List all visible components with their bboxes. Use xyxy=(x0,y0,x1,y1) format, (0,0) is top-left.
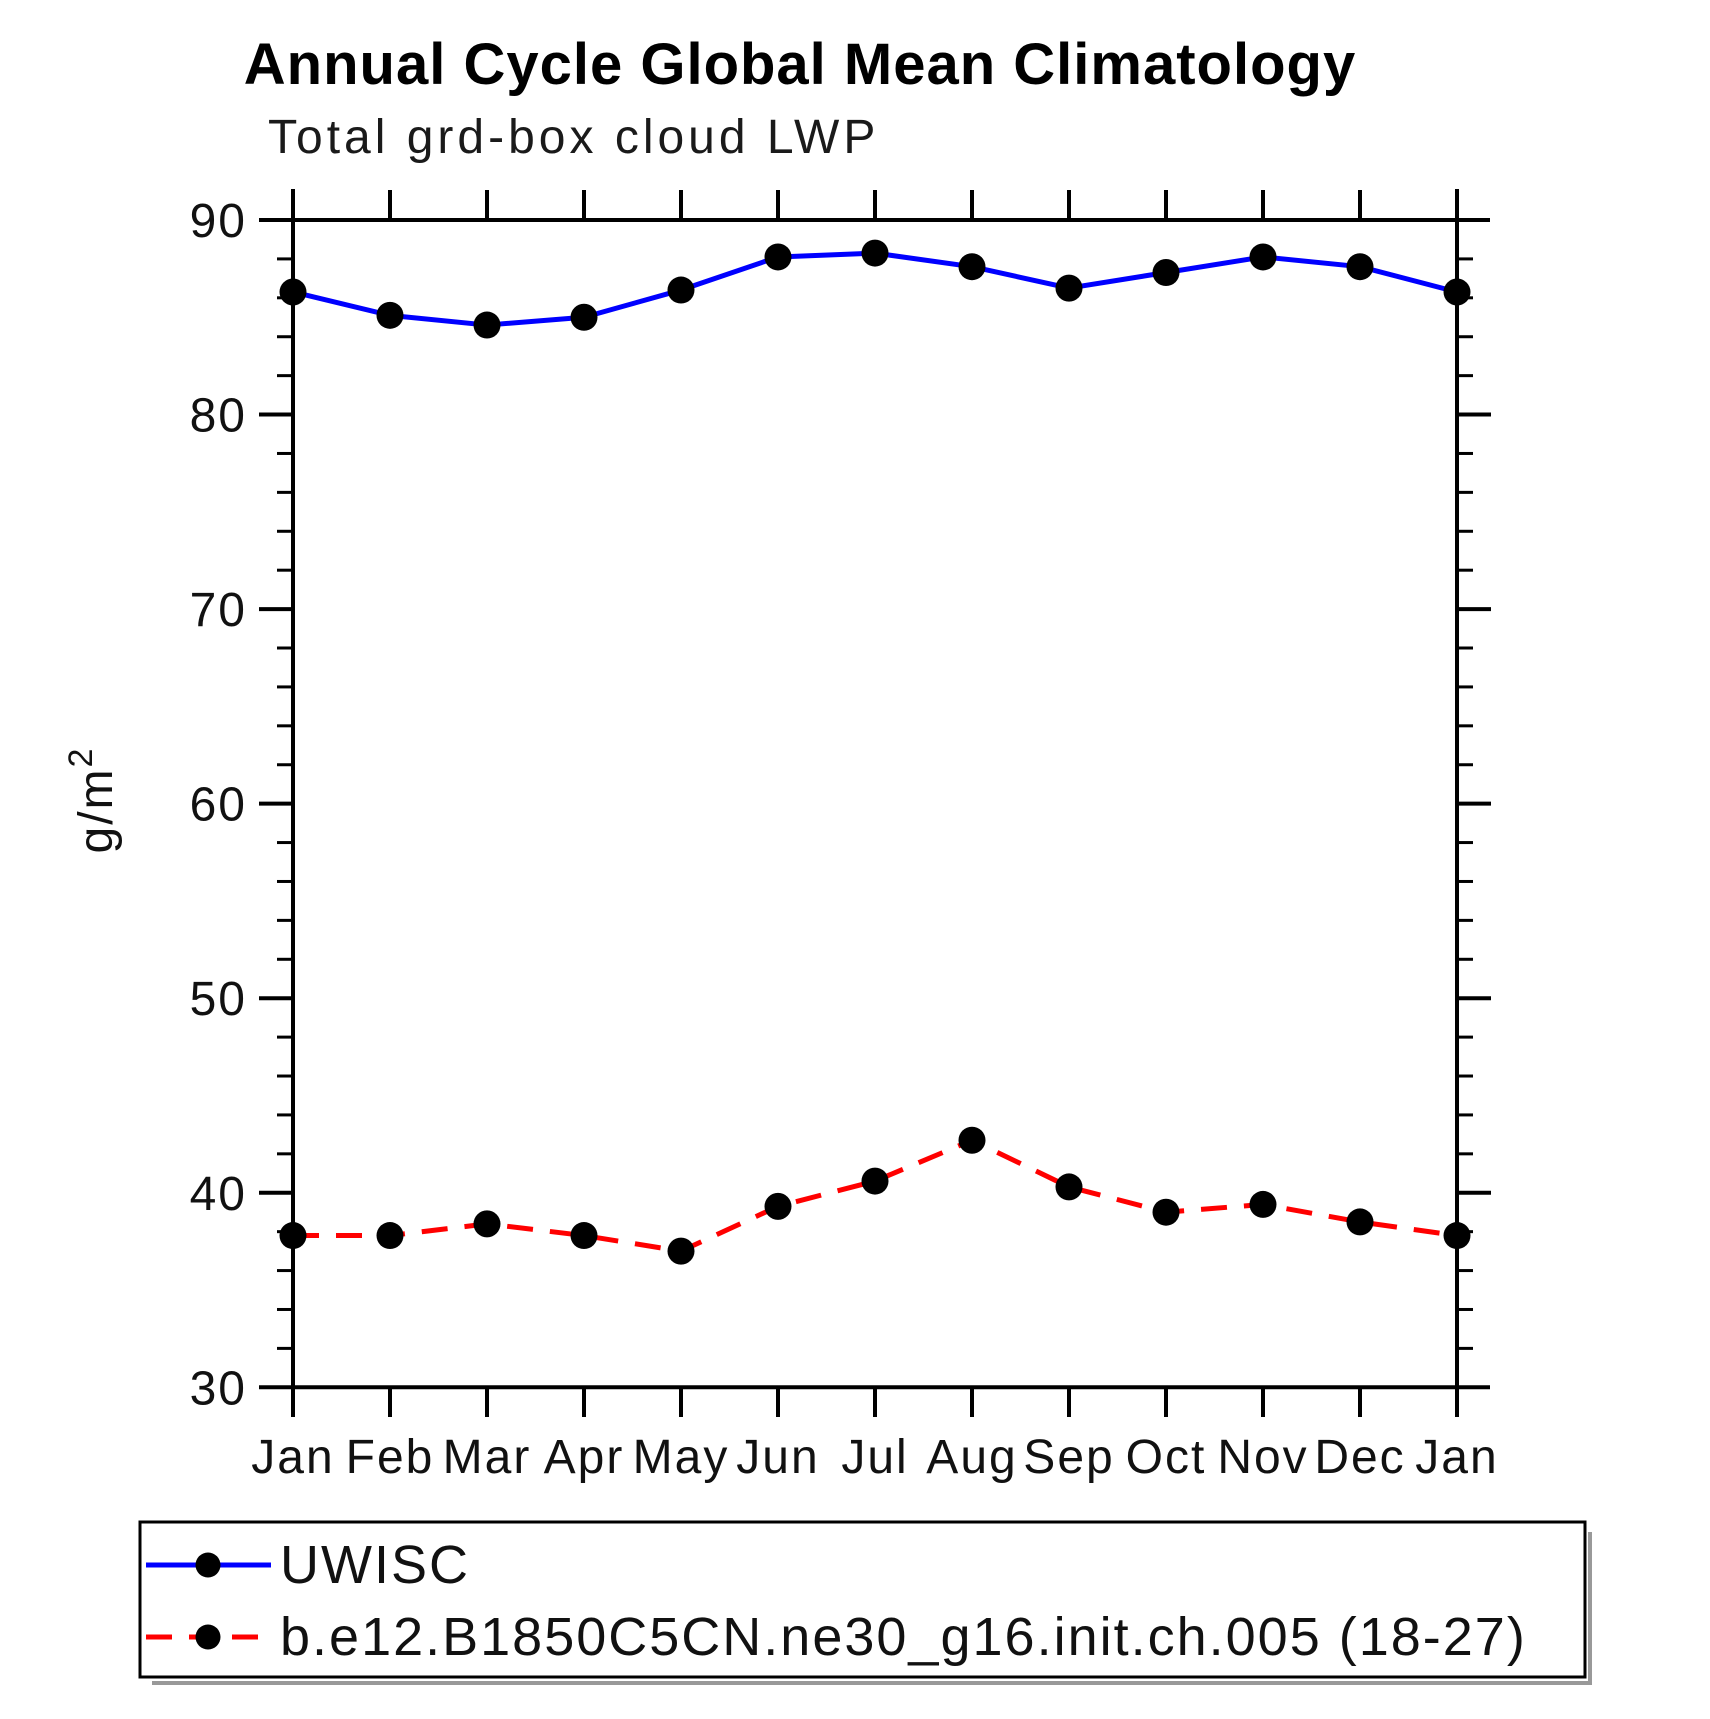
data-point xyxy=(667,276,695,304)
legend-sample-marker xyxy=(195,1624,221,1650)
data-point xyxy=(473,311,501,339)
month-label: Sep xyxy=(1023,1431,1114,1484)
month-label: Aug xyxy=(926,1431,1017,1484)
data-point xyxy=(279,278,307,306)
legend-rows: UWISC b.e12.B1850C5CN.ne30_g16.init.ch.00… xyxy=(146,1535,1527,1667)
data-point xyxy=(1152,259,1180,287)
month-label: Feb xyxy=(346,1431,435,1484)
month-label: Jul xyxy=(841,1431,908,1484)
data-point xyxy=(667,1237,695,1265)
month-label: Apr xyxy=(544,1431,625,1484)
month-label: Dec xyxy=(1314,1431,1405,1484)
month-label: Jan xyxy=(251,1431,334,1484)
data-point xyxy=(861,1167,889,1195)
data-point xyxy=(958,253,986,281)
y-tick-labels: 90 80 70 60 50 40 30 xyxy=(190,195,247,1415)
data-point xyxy=(570,1222,598,1250)
data-point xyxy=(1152,1198,1180,1226)
month-labels: Jan Feb Mar Apr May Jun Jul Aug Sep Oct Nov Dec Jan xyxy=(251,1431,1498,1484)
data-point xyxy=(1055,274,1083,302)
y-tick-label: 40 xyxy=(190,1168,247,1221)
data-point xyxy=(376,301,404,329)
data-point xyxy=(570,303,598,331)
y-tick-label: 30 xyxy=(190,1362,247,1415)
data-point xyxy=(376,1222,404,1250)
data-point xyxy=(1249,243,1277,271)
data-point xyxy=(764,243,792,271)
legend-series-label: b.e12.B1850C5CN.ne30_g16.init.ch.005 (18… xyxy=(280,1607,1527,1667)
legend: UWISC b.e12.B1850C5CN.ne30_g16.init.ch.00… xyxy=(138,1520,1592,1685)
y-tick-label: 70 xyxy=(190,584,247,637)
data-point xyxy=(861,239,889,267)
month-label: Oct xyxy=(1126,1431,1207,1484)
data-point xyxy=(1249,1190,1277,1218)
legend-series-label: UWISC xyxy=(280,1535,470,1595)
y-tick-label: 80 xyxy=(190,390,247,443)
series-line xyxy=(293,1137,1458,1254)
data-point xyxy=(958,1126,986,1154)
chart-title: Annual Cycle Global Mean Climatology xyxy=(244,32,1356,97)
y-axis-label: g/m2 xyxy=(62,747,123,854)
y-tick-label: 50 xyxy=(190,973,247,1026)
legend-sample-marker xyxy=(195,1552,221,1578)
data-point xyxy=(1443,1222,1471,1250)
data-point xyxy=(279,1222,307,1250)
y-tick-label: 90 xyxy=(190,195,247,248)
chart-subtitle: Total grd-box cloud LWP xyxy=(268,111,879,164)
y-tick-label: 60 xyxy=(190,779,247,832)
legend-item: b.e12.B1850C5CN.ne30_g16.init.ch.005 (18… xyxy=(146,1607,1527,1667)
legend-item: UWISC xyxy=(146,1535,470,1595)
data-point xyxy=(473,1210,501,1238)
month-label: Nov xyxy=(1217,1431,1308,1484)
data-point xyxy=(1346,253,1374,281)
month-label: Mar xyxy=(443,1431,532,1484)
data-point xyxy=(1443,278,1471,306)
axes xyxy=(259,189,1491,1417)
data-point xyxy=(1055,1173,1083,1201)
data-point xyxy=(1346,1208,1374,1236)
month-label: Jan xyxy=(1415,1431,1498,1484)
data-series xyxy=(279,239,1471,1265)
legend-border xyxy=(138,1520,1587,1679)
month-label: May xyxy=(633,1431,730,1484)
data-point xyxy=(764,1192,792,1220)
month-label: Jun xyxy=(736,1431,819,1484)
